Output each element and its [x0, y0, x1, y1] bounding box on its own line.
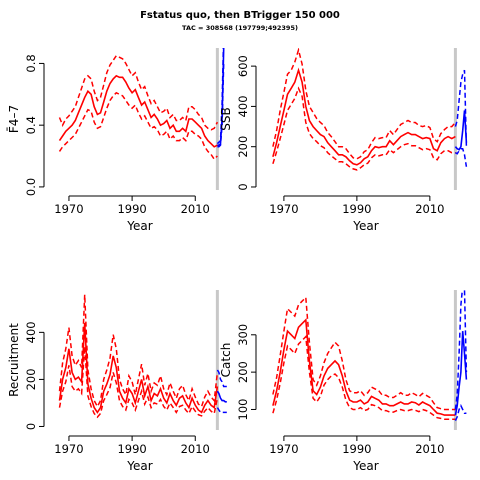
ssb-y-tick-label: 600 [236, 55, 250, 77]
recruitment-x-tick-label: 1990 [117, 442, 146, 456]
catch-projection-low-line [454, 403, 467, 422]
catch-projection-median-line [454, 331, 468, 416]
ssb-x-tick-label: 1970 [269, 202, 298, 216]
ssb-y-tick-label: 400 [236, 95, 250, 117]
fbar-historical-median-line [58, 74, 218, 148]
recruitment-historical-high-line [58, 294, 219, 409]
recruitment-historical-low-line [58, 346, 219, 419]
recruitment-projection-low-line [216, 407, 227, 414]
fbar-y-axis-label: F̄4–7 [7, 105, 21, 133]
ssb-y-axis-label: SSB [219, 107, 233, 130]
fbar-y-tick-label: 0.4 [24, 116, 38, 134]
recruitment-y-axis-label: Recruitment [7, 323, 21, 397]
catch-historical-high-line [272, 295, 456, 411]
figure-title: Fstatus quo, then BTrigger 150 000 [140, 10, 340, 21]
ssb-y-tick-label: 0 [236, 183, 250, 190]
recruitment-y-tick-label: 200 [24, 368, 38, 390]
ssb-historical-low-line [272, 86, 456, 171]
fbar-projection-median-line [217, 48, 225, 146]
recruitment-y-tick-label: 0 [24, 423, 38, 430]
fbar-historical-low-line [58, 91, 218, 161]
ssb-historical-median-line [272, 67, 456, 166]
catch-y-axis-label: Catch [219, 343, 233, 378]
catch-y-tick-label: 300 [236, 324, 250, 346]
recruitment-x-axis-label: Year [126, 459, 152, 473]
fbar-y-tick-label: 0.8 [24, 54, 38, 72]
catch-historical-low-line [272, 335, 456, 420]
ssb-projection-high-line [454, 69, 468, 147]
catch-y-tick-label: 100 [236, 398, 250, 420]
catch-x-axis-label: Year [352, 459, 378, 473]
fbar-y-tick-label: 0.0 [24, 178, 38, 196]
recruitment-projection-high-line [216, 369, 227, 388]
catch-historical-median-line [272, 318, 456, 416]
fbar-x-tick-label: 1970 [54, 202, 83, 216]
recruitment-y-tick-label: 400 [24, 321, 38, 343]
ssb-x-axis-label: Year [352, 219, 378, 233]
catch-plot-area [262, 290, 470, 430]
catch-projection-high-line [454, 290, 468, 410]
recruitment-panel: 1970 1990 2010 0 200 400 Year Recruitment [7, 290, 227, 473]
ssb-projection-median-line [454, 110, 468, 151]
catch-y-tick-label: 200 [236, 361, 250, 383]
recruitment-projection-median-line [216, 390, 227, 403]
fbar-x-tick-label: 2010 [181, 202, 210, 216]
catch-x-tick-label: 1990 [342, 442, 371, 456]
fbar-x-axis-label: Year [126, 219, 152, 233]
ssb-x-tick-label: 2010 [415, 202, 444, 216]
fbar-historical-high-line [58, 54, 219, 131]
ssb-x-tick-label: 1990 [342, 202, 371, 216]
catch-x-tick-label: 1970 [269, 442, 298, 456]
fbar-x-tick-label: 1990 [117, 202, 146, 216]
catch-x-tick-label: 2010 [415, 442, 444, 456]
recruitment-historical-median-line [58, 322, 219, 414]
ssb-historical-high-line [272, 48, 456, 160]
figure-subtitle: TAC = 308568 (197799;492395) [182, 24, 298, 32]
recruitment-x-tick-label: 1970 [54, 442, 83, 456]
ssb-plot-area [262, 48, 470, 190]
catch-panel: 1970 1990 2010 100 200 300 Year Catch [219, 290, 470, 473]
fbar-panel: 1970 1990 2010 0.0 0.4 0.8 Year F̄4–7 [7, 48, 225, 233]
ssb-projection-low-line [455, 147, 468, 167]
ssb-y-tick-label: 200 [236, 136, 250, 158]
recruitment-x-tick-label: 2010 [181, 442, 210, 456]
ssb-panel: 1970 1990 2010 0 200 400 600 Year SSB [219, 48, 470, 233]
